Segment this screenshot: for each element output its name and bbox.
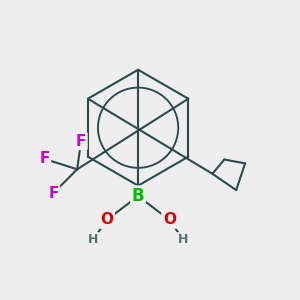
- Text: F: F: [48, 186, 59, 201]
- Text: F: F: [76, 134, 86, 148]
- Text: O: O: [163, 212, 176, 227]
- Text: H: H: [88, 233, 98, 246]
- Text: F: F: [39, 152, 50, 166]
- Text: O: O: [100, 212, 113, 227]
- Text: H: H: [178, 233, 188, 246]
- Text: B: B: [132, 187, 144, 205]
